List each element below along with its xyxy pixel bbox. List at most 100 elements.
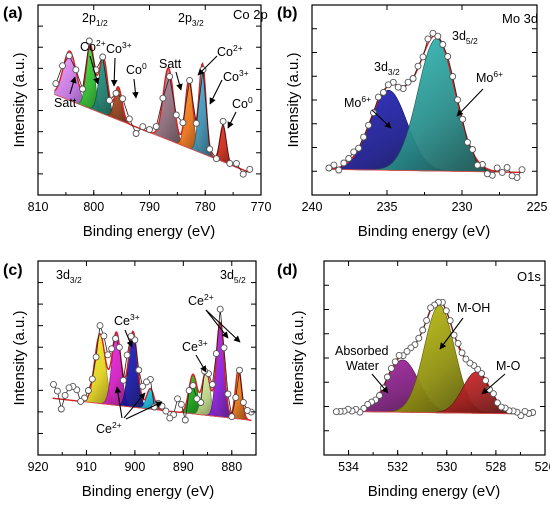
data-point (332, 408, 340, 416)
ann-a-co3-left-sup: 3+ (122, 40, 132, 50)
data-point (521, 407, 529, 415)
data-point (384, 81, 392, 89)
arrow-a-co3-left (110, 57, 118, 87)
ann-c-3d52-base: 3d (220, 268, 234, 282)
data-point (84, 387, 92, 394)
x-tick-label: 800 (83, 200, 104, 214)
x-tick-label: 534 (338, 460, 359, 474)
data-point (224, 390, 232, 398)
panel-d-annotations: M-OH Absorbed Water M-O (335, 301, 521, 395)
data-point (239, 398, 247, 406)
background-line (336, 410, 533, 415)
ann-c-3d32-base: 3d (56, 268, 70, 282)
ann-c-ce3-left: Ce3+ (114, 312, 140, 328)
ann-a-co3-right-sup: 3+ (239, 68, 249, 78)
arrow-c-ce2-right-b (205, 309, 241, 343)
panel-d-ticks: 534 532 530 528 526 (323, 261, 550, 474)
ann-a-co0-right-base: Co (232, 97, 248, 111)
ann-c-ce2-bottom-base: Ce (96, 422, 112, 436)
x-tick-label: 920 (28, 460, 49, 474)
data-point (330, 161, 338, 169)
ann-c-ce2-right: Ce2+ (188, 292, 214, 308)
arrow-d-moh (439, 317, 464, 350)
data-point (112, 335, 119, 342)
data-point (503, 163, 511, 171)
data-point (442, 307, 450, 315)
ann-a-co0-right: Co0 (232, 95, 253, 111)
arrow-c-ce3-right (195, 354, 207, 373)
x-tick-label: 880 (221, 460, 242, 474)
data-point (446, 317, 454, 325)
arrow-b-mo6-right (456, 88, 484, 117)
data-point (228, 413, 236, 421)
data-point (125, 115, 133, 123)
ann-a-co0-left: Co0 (126, 61, 147, 77)
arrow-a-co0-left (132, 78, 139, 99)
panel-c-plot (50, 305, 255, 424)
data-point (439, 41, 447, 48)
ann-a-co2-left-base: Co (80, 40, 96, 54)
arrow-a-co0-right (227, 111, 237, 129)
data-point (246, 165, 254, 173)
data-point (387, 364, 395, 372)
panel-a: (a) Co 2p 810 800 790 780 770 Binding energy… (3, 4, 271, 240)
data-point (105, 96, 113, 104)
data-point (185, 387, 193, 395)
data-point (212, 350, 220, 358)
ann-b-3d52: 3d5/2 (452, 29, 478, 46)
panel-c: (c) 920 910 900 890 880 Binding energy (eV) … (3, 260, 257, 500)
data-point (108, 345, 116, 353)
arrow-c-ce2-bottom-a (114, 386, 123, 419)
data-point (427, 304, 435, 312)
data-point (325, 164, 333, 172)
ann-c-3d52-sub: 5/2 (234, 275, 246, 285)
panel-b-letter: (b) (277, 5, 297, 22)
data-point (409, 75, 417, 82)
data-point (391, 358, 399, 366)
arrow-a-satt-left (69, 76, 77, 95)
x-tick-label: 910 (76, 460, 97, 474)
data-point (419, 53, 427, 61)
x-tick-label: 225 (527, 200, 548, 214)
data-point (454, 96, 462, 104)
data-point (85, 37, 93, 45)
data-point (99, 53, 107, 61)
data-point (469, 146, 476, 153)
data-point (159, 94, 167, 102)
data-point (458, 349, 466, 357)
data-point (219, 117, 227, 125)
data-point (135, 366, 143, 374)
data-point (355, 144, 363, 152)
data-point (424, 35, 432, 43)
arrow-a-satt-right (175, 71, 183, 91)
ann-c-ce2-right-sup: 2+ (204, 292, 214, 302)
panel-c-letter: (c) (3, 262, 23, 279)
ann-b-mo6-right-base: Mo (476, 71, 493, 85)
data-point (139, 382, 147, 390)
data-point (226, 159, 234, 167)
data-point (508, 172, 516, 180)
data-point (212, 155, 220, 163)
data-point (65, 52, 73, 60)
data-point (350, 148, 358, 156)
ann-c-ce2-bottom: Ce2+ (96, 420, 122, 436)
ann-a-co3-right-base: Co (223, 70, 239, 84)
data-point (415, 334, 423, 342)
ann-b-mo6-left: Mo6+ (344, 94, 371, 110)
ann-c-ce3-right: Ce3+ (182, 338, 208, 354)
experimental-line (53, 309, 252, 421)
ann-a-co3-left-base: Co (106, 42, 122, 56)
panel-a-xlabel: Binding energy (eV) (83, 223, 216, 240)
data-point (61, 391, 69, 399)
ann-a-2p12-sub: 1/2 (96, 18, 108, 28)
data-point (132, 130, 140, 137)
ann-c-3d32-sub: 3/2 (70, 275, 82, 285)
panel-d-xlabel: Binding energy (eV) (368, 483, 501, 500)
data-point (123, 351, 131, 359)
panel-c-xlabel: Binding energy (eV) (82, 483, 215, 500)
panel-b-ylabel: Intensity (a.u.) (285, 52, 302, 147)
peak-area (209, 125, 238, 168)
arrow-d-mo (481, 373, 506, 395)
data-point (395, 351, 403, 359)
arrow-d-absorbed (371, 373, 389, 394)
